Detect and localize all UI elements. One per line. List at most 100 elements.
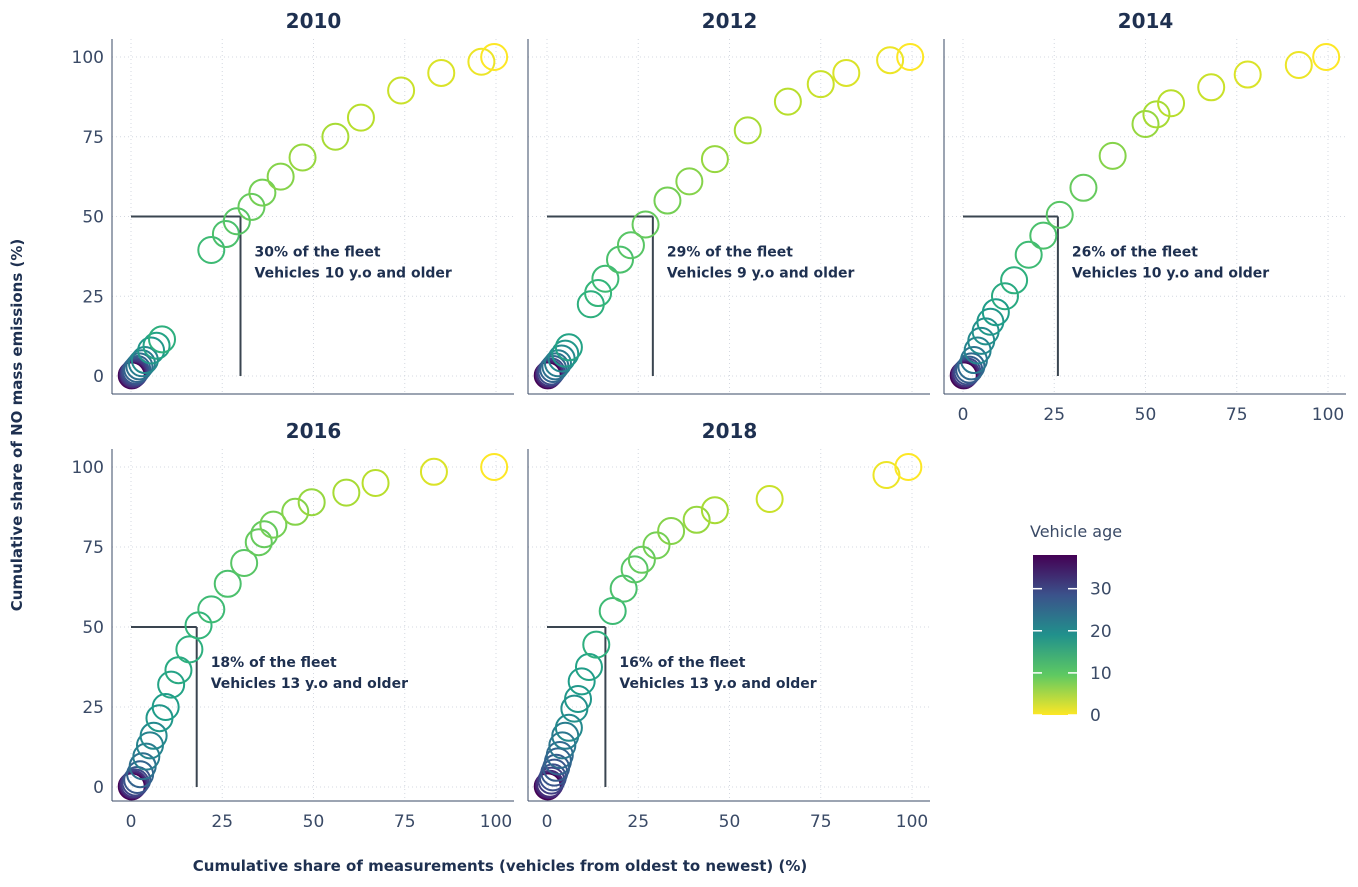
x-tick-label: 50 [719,812,741,832]
data-point [675,167,704,196]
x-tick-label: 75 [1226,405,1248,425]
data-point [574,653,603,681]
y-tick-label: 100 [72,48,104,68]
data-point [545,741,574,769]
data-point [148,325,177,354]
x-tick-label: 50 [303,812,325,832]
data-point [1098,141,1127,170]
y-axis-title: Cumulative share of NO mass emissions (%… [8,239,26,612]
data-point [288,143,317,172]
annotation-line: Vehicles 13 y.o and older [211,676,408,692]
x-tick-label: 0 [542,812,553,832]
data-point [297,488,326,517]
data-point [631,210,660,239]
x-tick-label: 25 [627,812,649,832]
data-point [346,103,375,132]
data-point [361,469,390,497]
annotation-line: 18% of the fleet [211,655,337,671]
data-point [653,186,682,215]
annotation-line: 29% of the fleet [667,245,793,261]
data-point [700,496,729,525]
data-point [184,611,213,640]
data-point [332,478,361,507]
x-tick-label: 75 [394,812,416,832]
data-point [981,298,1010,327]
panel-title: 2012 [702,9,758,33]
x-tick-label: 100 [480,812,512,832]
annotation-line: Vehicles 10 y.o and older [255,266,452,282]
data-point [567,667,596,696]
data-point [480,453,509,481]
data-point [1284,50,1313,79]
legend-title: Vehicle age [1030,522,1122,541]
data-point [123,354,152,383]
data-point [1029,221,1058,250]
data-point [1233,60,1262,89]
x-tick-label: 50 [1135,405,1157,425]
y-tick-label: 25 [82,698,104,718]
data-point [876,46,905,75]
data-point [1312,43,1341,71]
legend-tick-label: 0 [1090,706,1101,726]
data-point [533,772,562,801]
data-point [534,771,563,800]
data-point [894,453,923,481]
data-point [244,528,273,557]
x-tick-label: 100 [1312,405,1344,425]
legend-color-bar [1033,555,1077,715]
panel-2016: 0 25 50 75 100 0 25 50 75 100 2016 18% of the fleet… [72,419,514,832]
data-point [598,597,627,625]
data-point [250,520,279,549]
legend-tick-label: 30 [1090,580,1112,600]
data-point [591,264,620,293]
data-point [259,510,288,539]
data-point [175,635,204,664]
data-point [121,768,150,797]
data-point [139,721,168,750]
data-point [1131,109,1160,138]
data-point [222,207,251,236]
panel-2014: 0 25 50 75 100 2014 26% of the fleet Vehicles 1… [943,9,1346,425]
y-tick-label: 100 [72,458,104,478]
data-point [832,58,861,87]
data-point [806,70,835,99]
data-point [197,595,226,624]
data-point [121,356,150,385]
data-point [543,349,572,378]
data-point [616,231,645,260]
y-tick-label: 75 [82,538,104,558]
annotation-line: Vehicles 9 y.o and older [667,266,855,282]
data-point [213,569,242,598]
x-tick-label: 25 [1043,405,1065,425]
annotation-line: 30% of the fleet [255,245,381,261]
x-tick-label: 25 [211,812,233,832]
data-point [733,116,762,145]
annotation-line: Vehicles 10 y.o and older [1072,266,1269,282]
data-point [535,359,564,388]
data-point [137,336,166,365]
data-point [467,47,496,76]
data-point [620,555,649,584]
y-tick-label: 0 [93,367,104,387]
data-point [773,87,802,116]
data-point [700,145,729,174]
data-point [237,192,266,221]
data-point [1045,200,1074,229]
data-point [164,656,193,685]
data-point [950,360,979,389]
data-point [872,461,901,489]
x-tick-label: 100 [896,812,928,832]
data-point [197,235,226,264]
data-point [230,549,259,577]
panel-title: 2014 [1118,9,1174,33]
data-point [1197,73,1226,102]
data-point [427,58,456,87]
panel-title: 2018 [702,419,758,443]
data-point [1014,240,1043,269]
data-point [157,670,186,699]
data-point [609,574,638,603]
color-legend: Vehicle age 30 20 10 0 [1030,522,1122,726]
y-tick-label: 75 [82,128,104,148]
data-point [642,531,671,560]
